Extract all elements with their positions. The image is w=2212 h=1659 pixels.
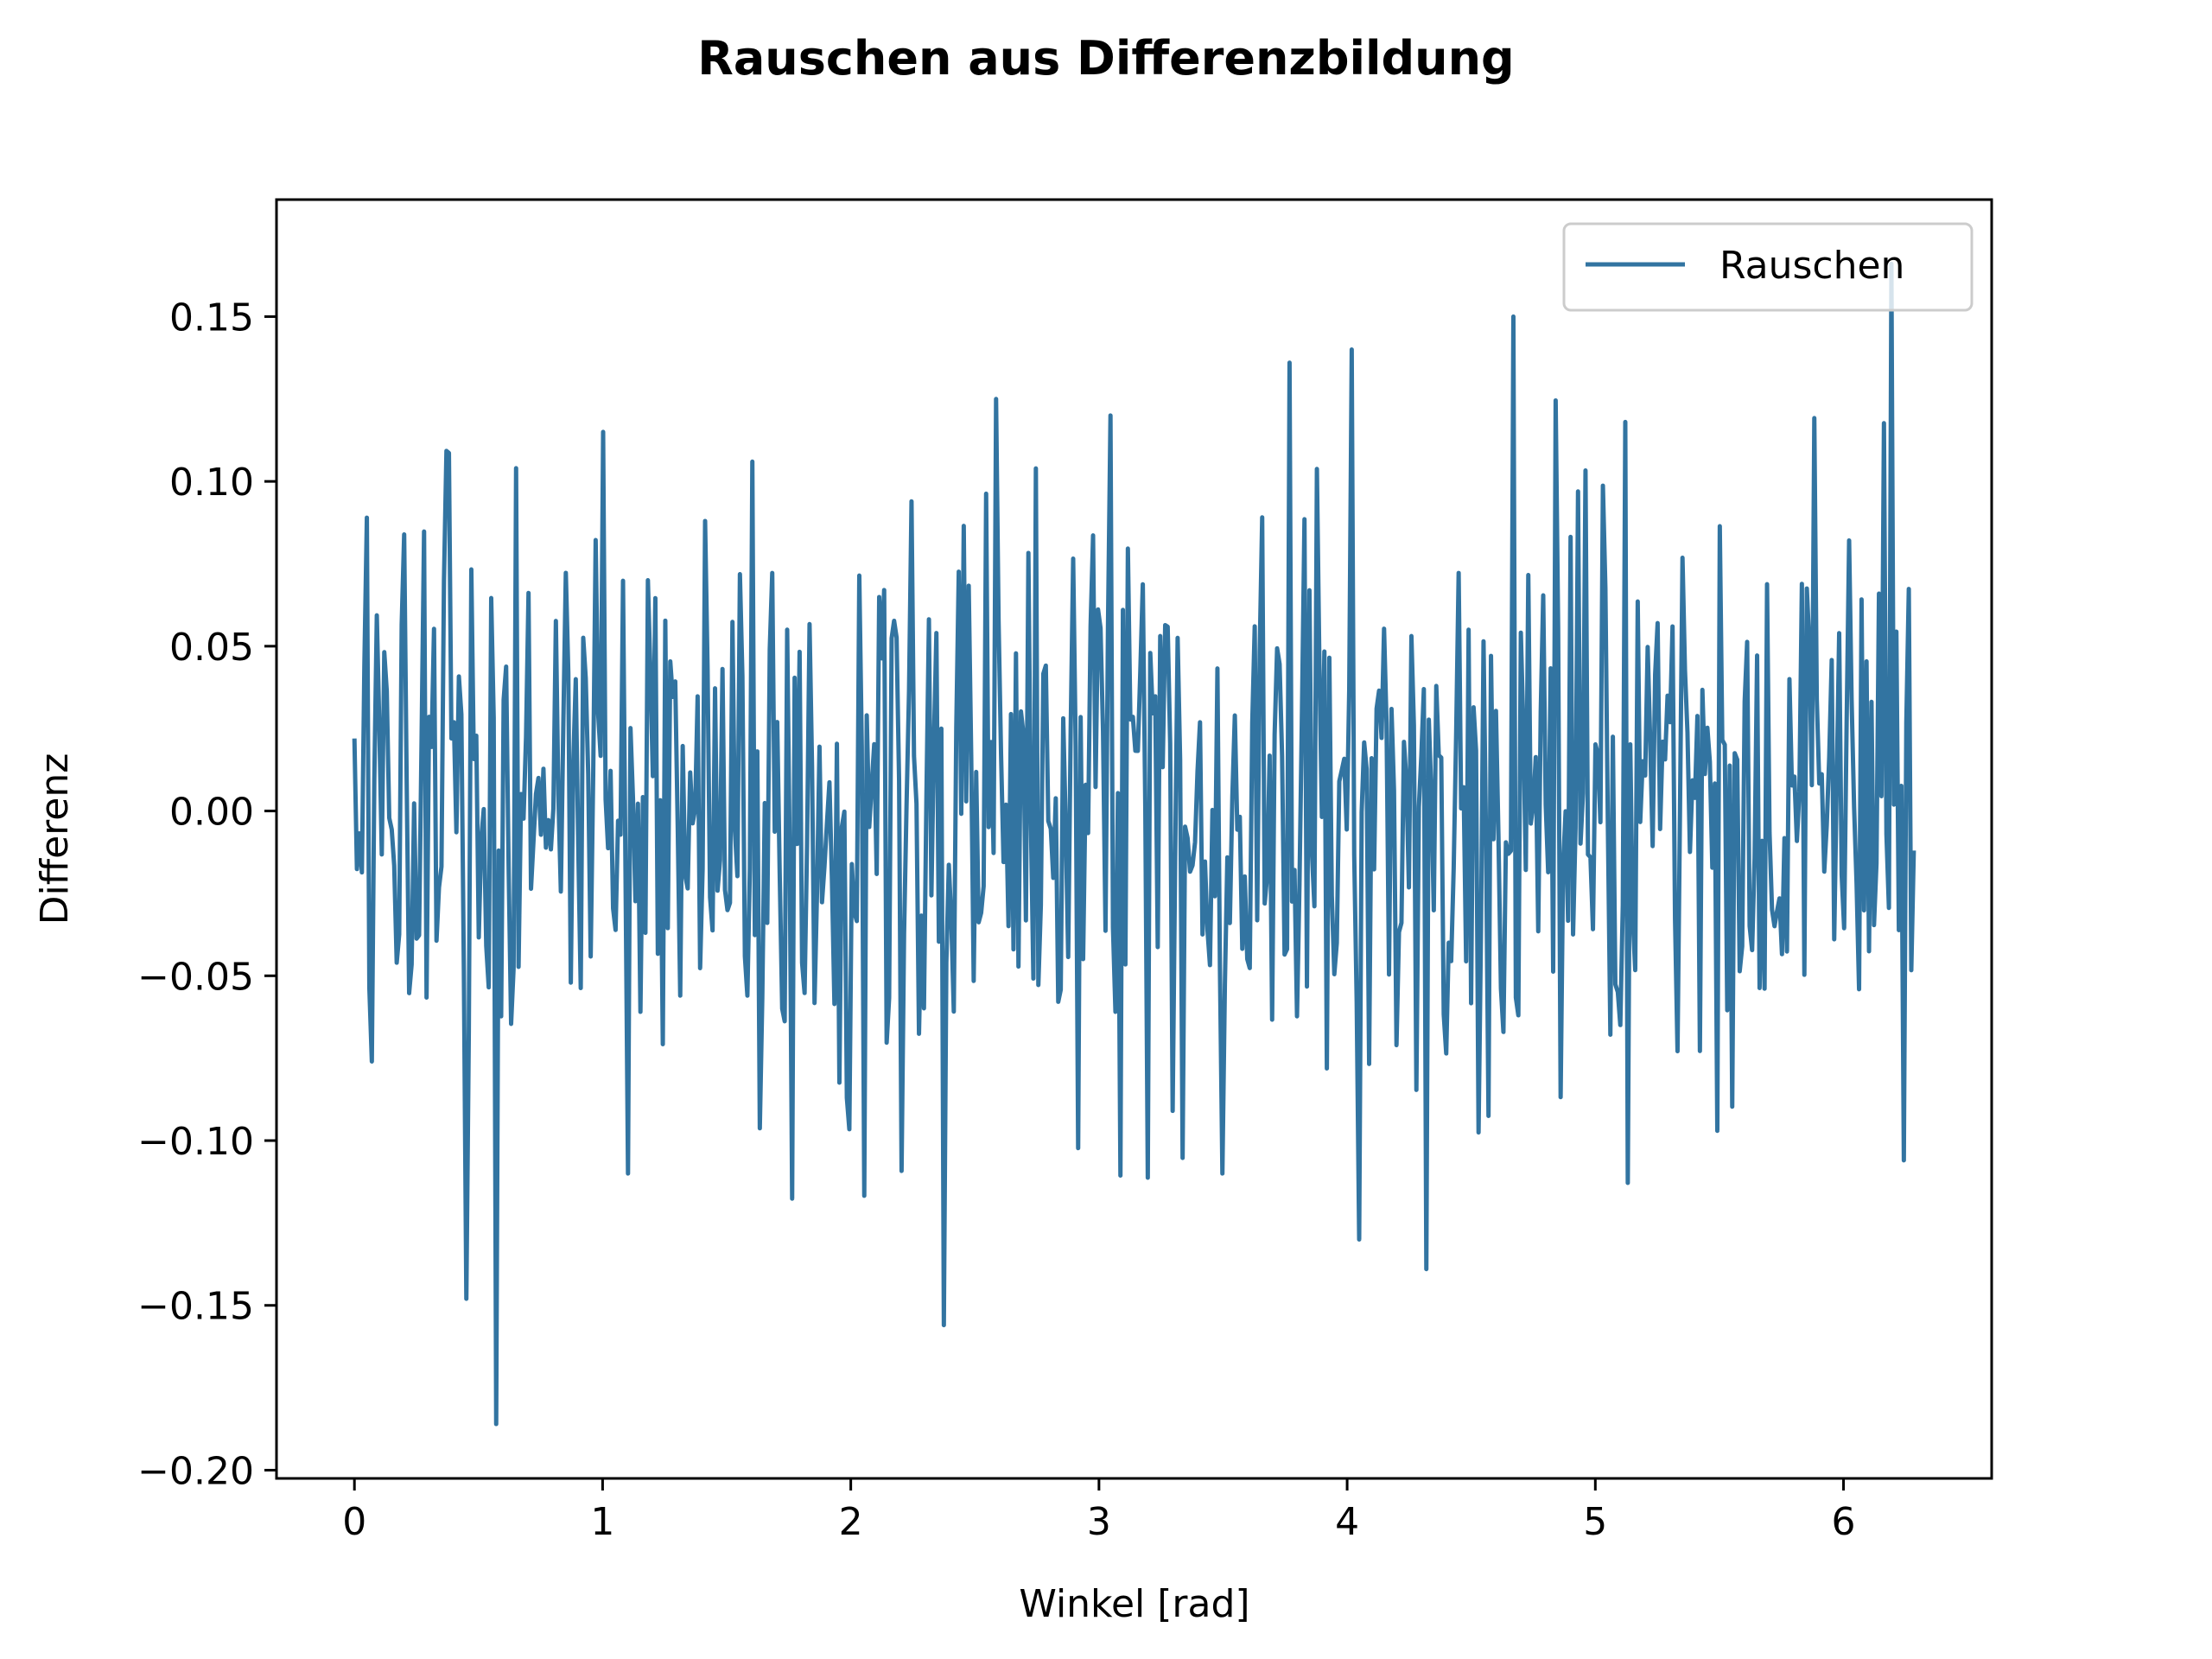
legend-box <box>1562 222 1974 312</box>
legend-label-rauschen: Rauschen <box>1719 244 1904 288</box>
x-tick-label: 0 <box>342 1500 366 1544</box>
series-line-rauschen <box>352 261 1916 1427</box>
y-tick-label: 0.00 <box>169 791 254 835</box>
y-tick-label: 0.05 <box>169 626 254 670</box>
x-tick-label: 3 <box>1087 1500 1111 1544</box>
x-tick-label: 6 <box>1832 1500 1856 1544</box>
x-axis: 0 1 2 3 4 5 6 <box>342 1478 1856 1544</box>
y-tick-label: −0.15 <box>137 1285 254 1329</box>
y-tick-label: 0.15 <box>169 296 254 340</box>
y-axis-label: Differenz <box>33 753 77 925</box>
legend: Rauschen <box>1562 222 1974 312</box>
x-axis-label: Winkel [rad] <box>1019 1582 1249 1626</box>
y-tick-label: 0.10 <box>169 461 254 505</box>
y-axis: −0.20 −0.15 −0.10 −0.05 0.00 0.05 0.10 0.15 <box>137 296 276 1493</box>
series-layer <box>352 261 1916 1427</box>
y-tick-label: −0.10 <box>137 1120 254 1164</box>
y-tick-label: −0.20 <box>137 1449 254 1493</box>
x-tick-label: 1 <box>590 1500 614 1544</box>
axes-frame <box>275 198 1993 1480</box>
x-tick-label: 5 <box>1583 1500 1607 1544</box>
plot-area <box>275 198 1993 1480</box>
x-tick-label: 2 <box>839 1500 863 1544</box>
chart-title: Rauschen aus Differenzbildung <box>697 31 1514 86</box>
x-tick-label: 4 <box>1335 1500 1359 1544</box>
y-tick-label: −0.05 <box>137 955 254 999</box>
